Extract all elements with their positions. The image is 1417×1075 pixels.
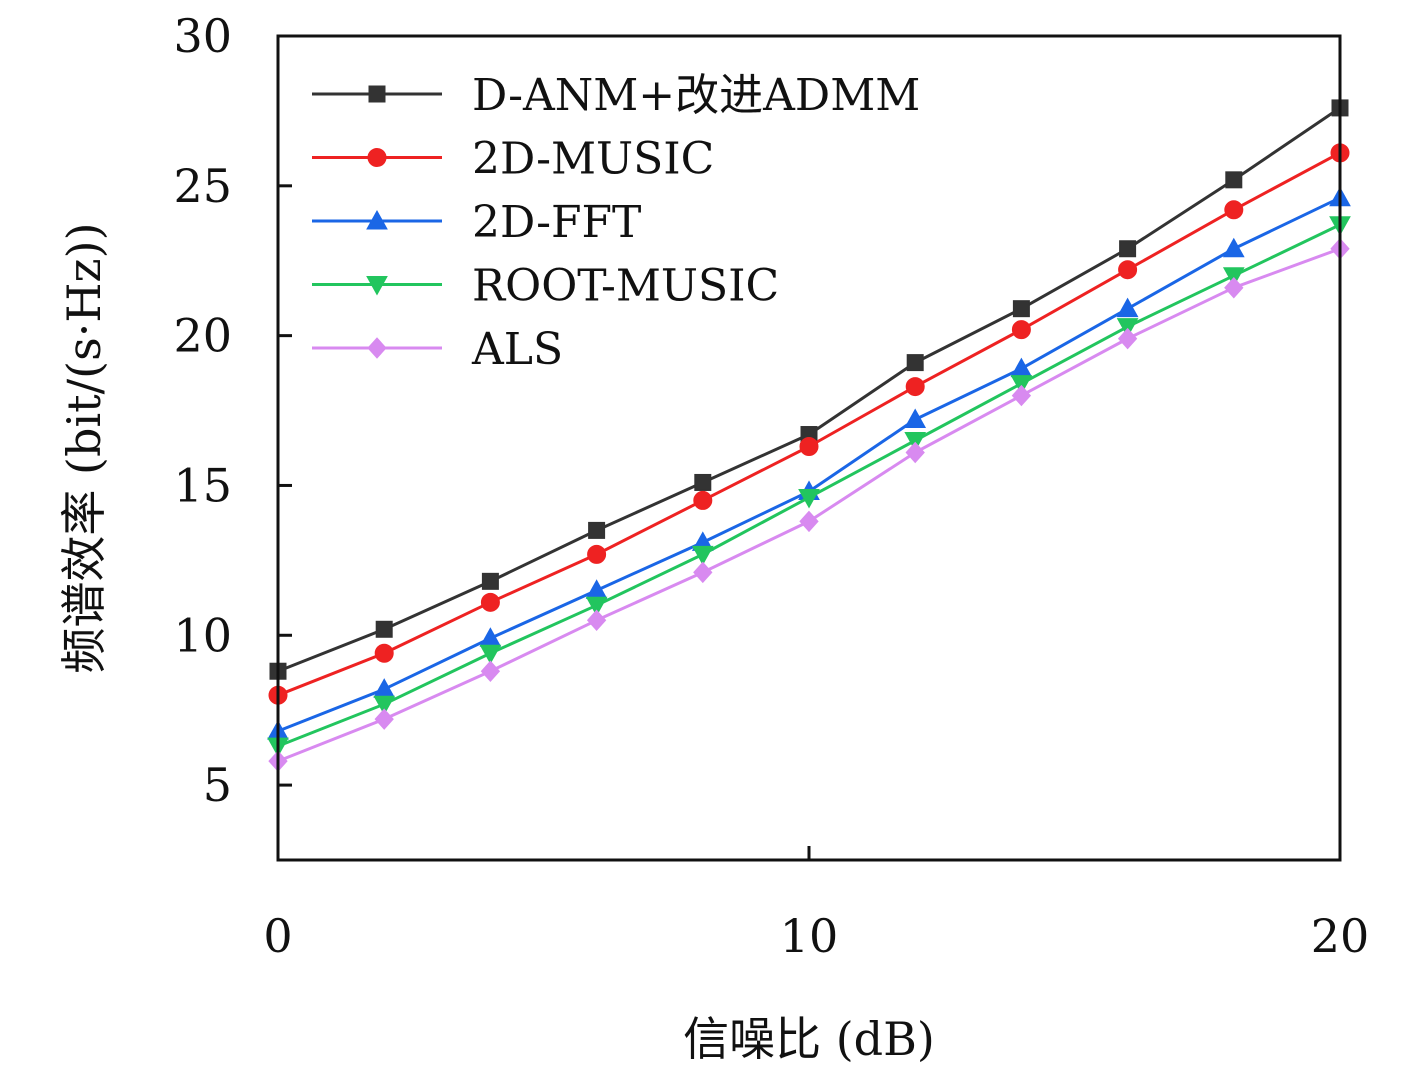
legend-item: ALS: [312, 324, 563, 375]
legend-label: ALS: [471, 324, 563, 375]
legend-marker: [366, 209, 388, 230]
data-point: [798, 488, 820, 509]
y-tick-label: 20: [173, 309, 232, 363]
data-point: [694, 473, 712, 491]
data-point: [1010, 375, 1033, 395]
data-point: [479, 644, 502, 665]
data-point: [374, 708, 394, 730]
y-tick-label: 15: [173, 458, 232, 512]
data-point: [904, 432, 927, 452]
y-tick-label: 30: [173, 9, 232, 63]
plot-marks: [267, 99, 1351, 772]
data-point: [799, 437, 819, 457]
data-point: [1010, 357, 1033, 378]
data-point: [479, 627, 502, 647]
legend-marker: [366, 276, 388, 296]
data-point: [585, 596, 608, 617]
y-tick-label: 10: [173, 608, 232, 662]
series-5: [268, 237, 1350, 772]
x-tick-label: 20: [1311, 909, 1370, 963]
y-axis-title: 频谱效率 (bit/(s·Hz)): [57, 222, 111, 673]
data-point: [1011, 384, 1032, 407]
legend-label: ROOT-MUSIC: [472, 261, 779, 312]
data-point: [373, 695, 396, 716]
x-axis-title: 信噪比 (dB): [683, 1012, 935, 1066]
data-point: [373, 678, 396, 698]
legend-item: D-ANM+改进ADMM: [312, 70, 920, 121]
data-point: [1224, 200, 1244, 220]
legend-marker: [367, 337, 387, 359]
data-point: [1119, 240, 1137, 258]
legend-label: 2D-MUSIC: [472, 134, 714, 185]
legend: D-ANM+改进ADMM 2D-MUSIC 2D-FFT ROOT-MUSIC ALS: [312, 70, 920, 375]
legend-item: 2D-MUSIC: [312, 134, 714, 185]
data-point: [480, 660, 501, 682]
data-point: [905, 441, 925, 464]
series-line: [277, 106, 1341, 673]
data-point: [904, 408, 927, 429]
axis-ticks: 5 10 15 20 25 30 0 10 20: [173, 9, 1369, 963]
series-line: [277, 196, 1341, 733]
legend-marker: [368, 85, 386, 103]
data-point: [799, 510, 819, 533]
data-point: [906, 354, 924, 372]
data-point: [481, 572, 499, 590]
data-point: [693, 490, 713, 510]
data-point: [1222, 267, 1245, 287]
series-2: [268, 143, 1350, 705]
legend-marker: [367, 148, 387, 167]
legend-item: ROOT-MUSIC: [312, 261, 779, 312]
data-point: [587, 544, 607, 564]
series-3: [267, 186, 1351, 740]
data-point: [1118, 260, 1138, 280]
series-1: [269, 99, 1349, 680]
data-point: [1117, 327, 1138, 350]
data-point: [1116, 297, 1139, 318]
data-point: [691, 545, 714, 566]
series-4: [267, 216, 1351, 758]
data-point: [1012, 300, 1030, 318]
series-line: [277, 151, 1341, 697]
data-point: [905, 377, 925, 397]
data-point: [1011, 320, 1031, 340]
data-point: [586, 609, 607, 632]
legend-label: D-ANM+改进ADMM: [472, 70, 920, 121]
y-tick-label: 5: [203, 758, 232, 812]
x-tick-label: 0: [263, 909, 292, 963]
data-point: [480, 592, 500, 612]
legend-item: 2D-FFT: [312, 197, 641, 248]
legend-label: 2D-FFT: [472, 197, 641, 248]
data-point: [1116, 318, 1139, 338]
data-point: [374, 643, 394, 663]
y-tick-label: 25: [173, 159, 232, 213]
x-tick-label: 10: [780, 909, 839, 963]
data-point: [588, 521, 606, 539]
data-point: [585, 579, 608, 599]
data-point: [1224, 276, 1244, 299]
data-point: [375, 620, 393, 638]
data-point: [693, 561, 713, 584]
data-point: [1225, 171, 1243, 189]
data-point: [1222, 237, 1245, 258]
